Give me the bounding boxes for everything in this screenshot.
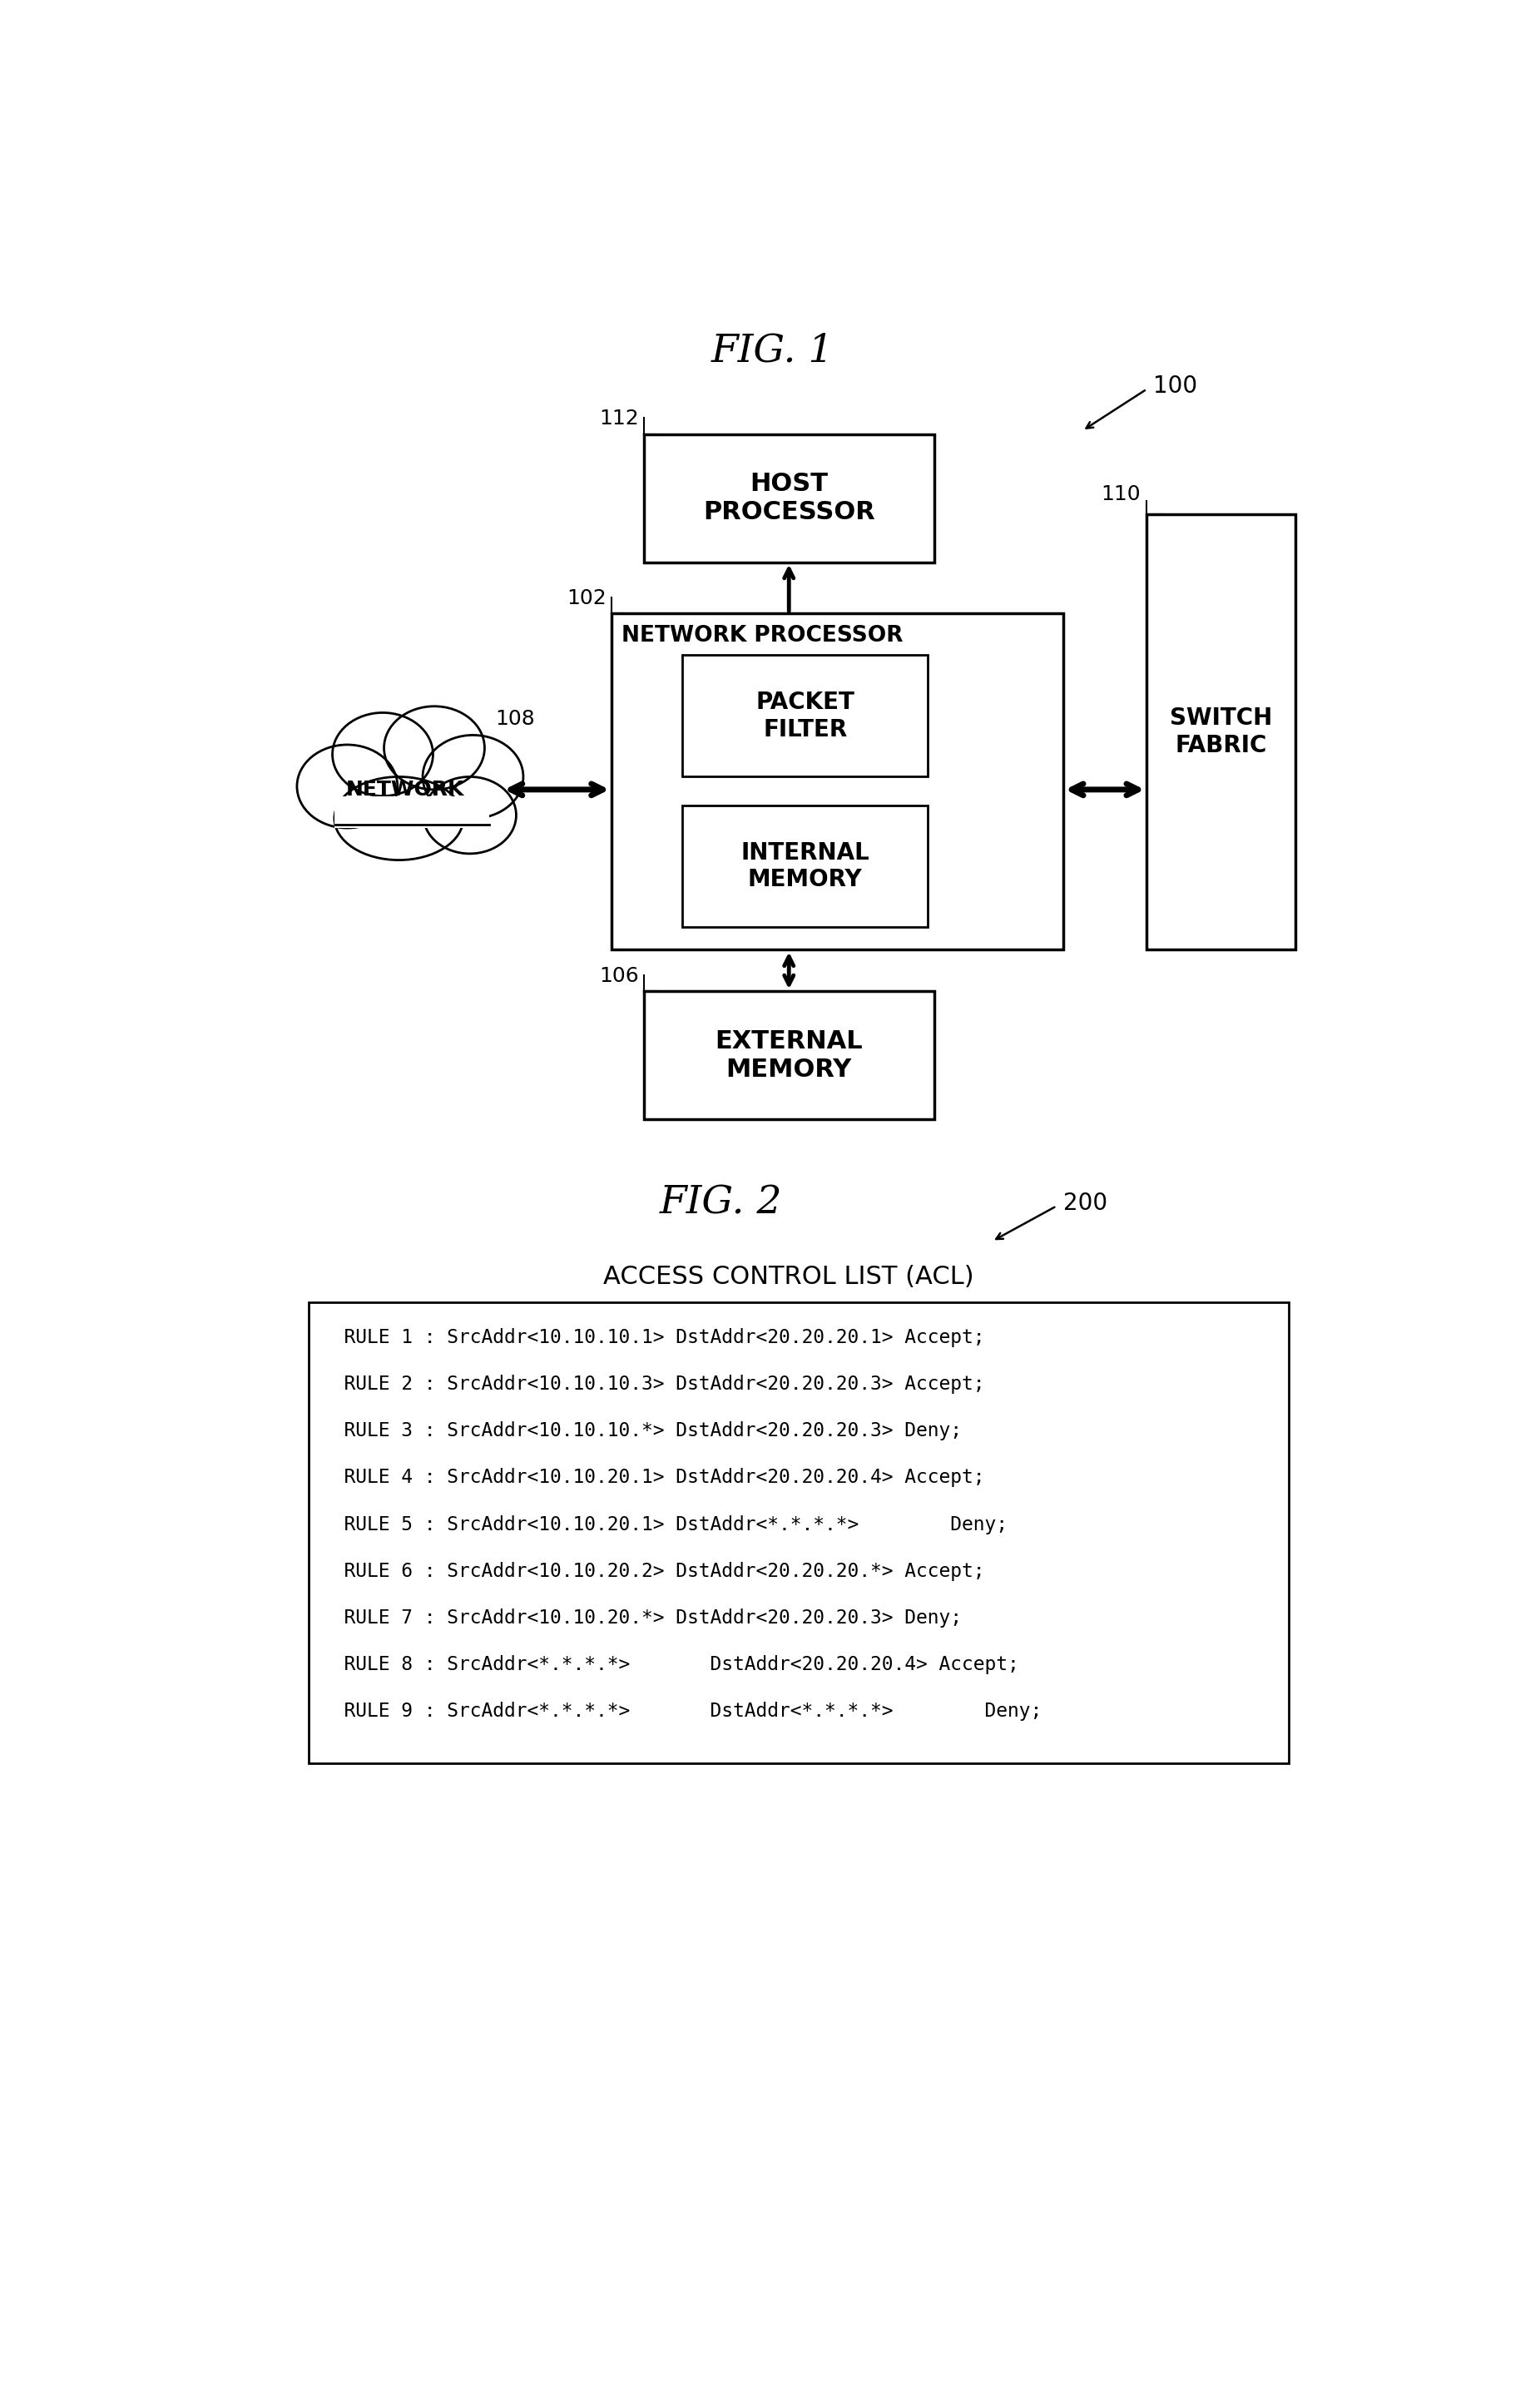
Text: RULE 8 : SrcAddr<*.*.*.*>       DstAddr<20.20.20.4> Accept;: RULE 8 : SrcAddr<*.*.*.*> DstAddr<20.20.…	[322, 1655, 1019, 1675]
Ellipse shape	[383, 705, 485, 789]
Text: RULE 5 : SrcAddr<10.10.20.1> DstAddr<*.*.*.*>        Deny;: RULE 5 : SrcAddr<10.10.20.1> DstAddr<*.*…	[322, 1514, 1007, 1533]
Text: RULE 9 : SrcAddr<*.*.*.*>       DstAddr<*.*.*.*>        Deny;: RULE 9 : SrcAddr<*.*.*.*> DstAddr<*.*.*.…	[322, 1701, 1043, 1720]
Text: EXTERNAL
MEMORY: EXTERNAL MEMORY	[715, 1029, 862, 1082]
Text: NETWORK PROCESSOR: NETWORK PROCESSOR	[621, 624, 902, 648]
Text: 104: 104	[933, 775, 973, 796]
Text: 106: 106	[599, 967, 639, 986]
Bar	[334, 796, 490, 828]
Text: RULE 6 : SrcAddr<10.10.20.2> DstAddr<20.20.20.*> Accept;: RULE 6 : SrcAddr<10.10.20.2> DstAddr<20.…	[322, 1562, 986, 1581]
Text: 108: 108	[496, 710, 536, 729]
Text: RULE 4 : SrcAddr<10.10.20.1> DstAddr<20.20.20.4> Accept;: RULE 4 : SrcAddr<10.10.20.1> DstAddr<20.…	[322, 1468, 986, 1487]
Bar	[682, 655, 927, 777]
Bar	[308, 1303, 1289, 1763]
Text: HOST
PROCESSOR: HOST PROCESSOR	[702, 473, 875, 523]
Text: RULE 1 : SrcAddr<10.10.10.1> DstAddr<20.20.20.1> Accept;: RULE 1 : SrcAddr<10.10.10.1> DstAddr<20.…	[322, 1327, 986, 1346]
Text: SWITCH
FABRIC: SWITCH FABRIC	[1170, 708, 1272, 758]
Text: 100: 100	[1153, 374, 1198, 398]
Text: 114: 114	[933, 626, 973, 645]
Ellipse shape	[424, 777, 516, 854]
Ellipse shape	[422, 734, 524, 818]
Text: 110: 110	[1101, 485, 1140, 504]
Bar	[1147, 513, 1295, 950]
Text: 102: 102	[567, 588, 607, 609]
Text: RULE 7 : SrcAddr<10.10.20.*> DstAddr<20.20.20.3> Deny;: RULE 7 : SrcAddr<10.10.20.*> DstAddr<20.…	[322, 1607, 962, 1627]
Ellipse shape	[334, 777, 464, 861]
Text: 200: 200	[1063, 1192, 1107, 1214]
Bar	[644, 991, 933, 1120]
Text: 112: 112	[599, 408, 639, 429]
Text: RULE 3 : SrcAddr<10.10.10.*> DstAddr<20.20.20.3> Deny;: RULE 3 : SrcAddr<10.10.10.*> DstAddr<20.…	[322, 1420, 962, 1439]
Text: ACCESS CONTROL LIST (ACL): ACCESS CONTROL LIST (ACL)	[604, 1264, 975, 1288]
Text: PACKET
FILTER: PACKET FILTER	[756, 691, 855, 741]
Text: NETWORK: NETWORK	[346, 780, 465, 799]
Ellipse shape	[297, 744, 397, 828]
Bar	[644, 434, 933, 561]
Text: INTERNAL
MEMORY: INTERNAL MEMORY	[741, 842, 870, 892]
Bar	[682, 806, 927, 928]
Text: RULE 2 : SrcAddr<10.10.10.3> DstAddr<20.20.20.3> Accept;: RULE 2 : SrcAddr<10.10.10.3> DstAddr<20.…	[322, 1375, 986, 1394]
Bar	[611, 614, 1063, 950]
Ellipse shape	[333, 713, 433, 796]
Text: FIG. 2: FIG. 2	[659, 1185, 782, 1221]
Text: FIG. 1: FIG. 1	[711, 331, 835, 369]
